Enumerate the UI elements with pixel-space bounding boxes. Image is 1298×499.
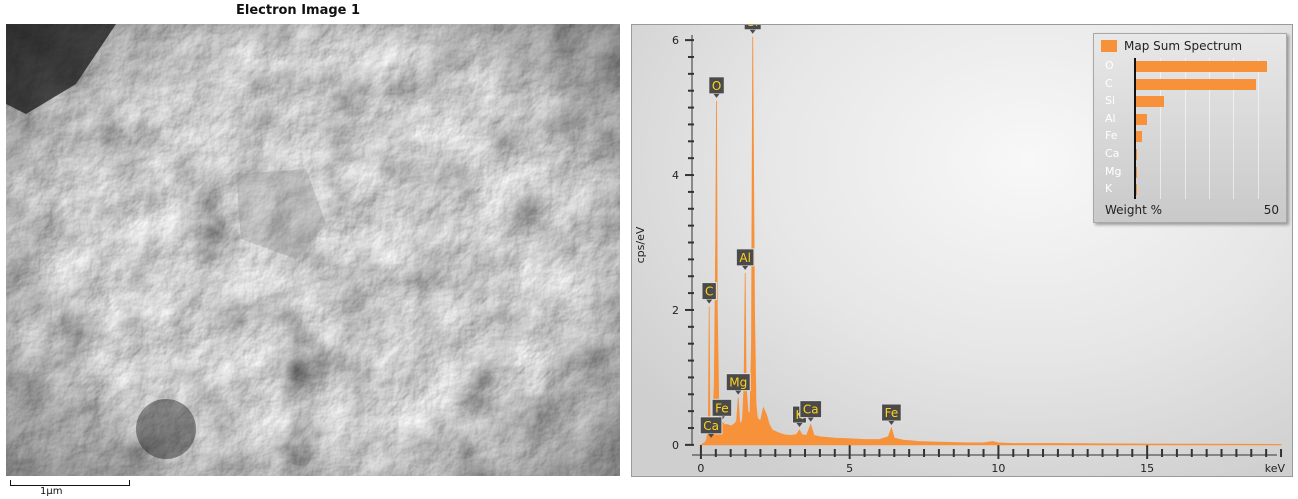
- y-tick-label: 4: [672, 169, 679, 182]
- legend-weight-bar: [1136, 78, 1256, 90]
- peak-label-text: Si: [747, 25, 758, 29]
- legend-weight-bar: [1136, 149, 1138, 160]
- legend-grid-line: [1160, 58, 1162, 199]
- scale-bar: [10, 480, 130, 486]
- legend-element-label: K: [1105, 182, 1113, 196]
- legend-row: Si: [1094, 93, 1286, 109]
- chart-axes: 0 2 4 6 cps/eV 0 5 10 15 keV: [634, 34, 1285, 475]
- legend-grid-line: [1257, 58, 1259, 199]
- legend-row: O: [1094, 58, 1286, 74]
- legend-row: C: [1094, 76, 1286, 92]
- y-tick-label: 6: [672, 34, 679, 47]
- legend-weight-bar: [1136, 184, 1137, 196]
- x-tick-label: 0: [697, 462, 704, 475]
- spectrum-area: [700, 36, 1282, 446]
- y-tick-label: 2: [672, 304, 679, 317]
- peak-label-text: Fe: [885, 406, 899, 420]
- legend-element-label: Al: [1105, 111, 1116, 125]
- legend-element-label: Si: [1105, 94, 1116, 108]
- legend-weight-bar: [1136, 166, 1138, 178]
- legend-row: Mg: [1094, 164, 1286, 180]
- peak-label: Fe: [711, 398, 733, 421]
- legend-row: K: [1094, 181, 1286, 197]
- legend-swatch: [1101, 40, 1117, 52]
- legend-weight-bar: [1136, 131, 1142, 143]
- peak-label: Ca: [799, 400, 823, 422]
- legend-row: Al: [1094, 111, 1286, 127]
- legend-x-max: 50: [1263, 203, 1279, 217]
- peak-label-pointer: [706, 299, 713, 304]
- legend-weight-bar: [1136, 113, 1148, 125]
- electron-image-title: Electron Image 1: [236, 3, 361, 18]
- sem-texture: [6, 24, 620, 476]
- scale-bar-label: 1µm: [40, 486, 63, 497]
- peak-label-pointer: [708, 433, 715, 438]
- x-tick-label: 10: [991, 462, 1005, 475]
- peak-label: C: [701, 282, 717, 304]
- legend-element-label: Mg: [1105, 164, 1122, 178]
- y-axis-label: cps/eV: [634, 226, 647, 263]
- legend-title: Map Sum Spectrum: [1124, 39, 1243, 53]
- peak-label: Si: [743, 25, 762, 34]
- peak-label: O: [708, 76, 725, 98]
- y-tick-label: 0: [672, 439, 679, 452]
- legend-element-label: Ca: [1105, 147, 1120, 160]
- peak-label: Ca: [699, 416, 723, 438]
- peak-label-pointer: [749, 29, 756, 34]
- peak-label-pointer: [796, 423, 803, 428]
- weight-percent-legend: Map Sum Spectrum O C Si Al Fe Ca Mg K Weight % …: [1093, 33, 1287, 223]
- legend-element-list: O C Si Al Fe Ca Mg K: [1094, 58, 1286, 198]
- spectrum-plot: [700, 36, 1282, 446]
- x-axis-label: keV: [1265, 462, 1286, 475]
- peak-label-text: Ca: [703, 419, 719, 433]
- legend-element-label: O: [1105, 59, 1114, 72]
- peak-label-text: O: [712, 79, 721, 93]
- peak-label-pointer: [713, 93, 720, 98]
- legend-bar-plot: [1134, 58, 1282, 199]
- x-tick-label: 5: [846, 462, 853, 475]
- legend-weight-bar: [1136, 61, 1268, 72]
- legend-element-label: C: [1105, 76, 1113, 90]
- peak-label-pointer: [742, 265, 749, 270]
- peak-label-box: [708, 76, 725, 95]
- peak-label-text: Fe: [715, 401, 729, 415]
- x-tick-label: 15: [1140, 462, 1154, 475]
- peak-labels: SiOAlCMgFeCaKCaFe: [699, 25, 902, 438]
- peak-label: Fe: [881, 403, 902, 426]
- electron-micrograph: [6, 24, 620, 476]
- peak-label-text: Ca: [803, 403, 819, 417]
- peak-label: Al: [735, 248, 755, 270]
- peak-label-pointer: [807, 417, 814, 422]
- peak-label-text: Al: [739, 251, 751, 265]
- legend-grid-line: [1233, 58, 1235, 199]
- legend-x-label: Weight %: [1105, 203, 1163, 217]
- peak-label-text: Mg: [729, 376, 747, 390]
- legend-weight-bar: [1136, 96, 1164, 108]
- peak-label: Mg: [725, 373, 751, 395]
- legend-grid-line: [1209, 58, 1210, 199]
- peak-label-pointer: [888, 421, 895, 426]
- legend-row: Fe: [1094, 128, 1286, 144]
- legend-grid-line: [1184, 58, 1186, 199]
- peak-label-pointer: [735, 390, 742, 395]
- peak-label-text: C: [705, 285, 713, 299]
- legend-row: Ca: [1094, 146, 1286, 162]
- legend-element-label: Fe: [1105, 129, 1118, 143]
